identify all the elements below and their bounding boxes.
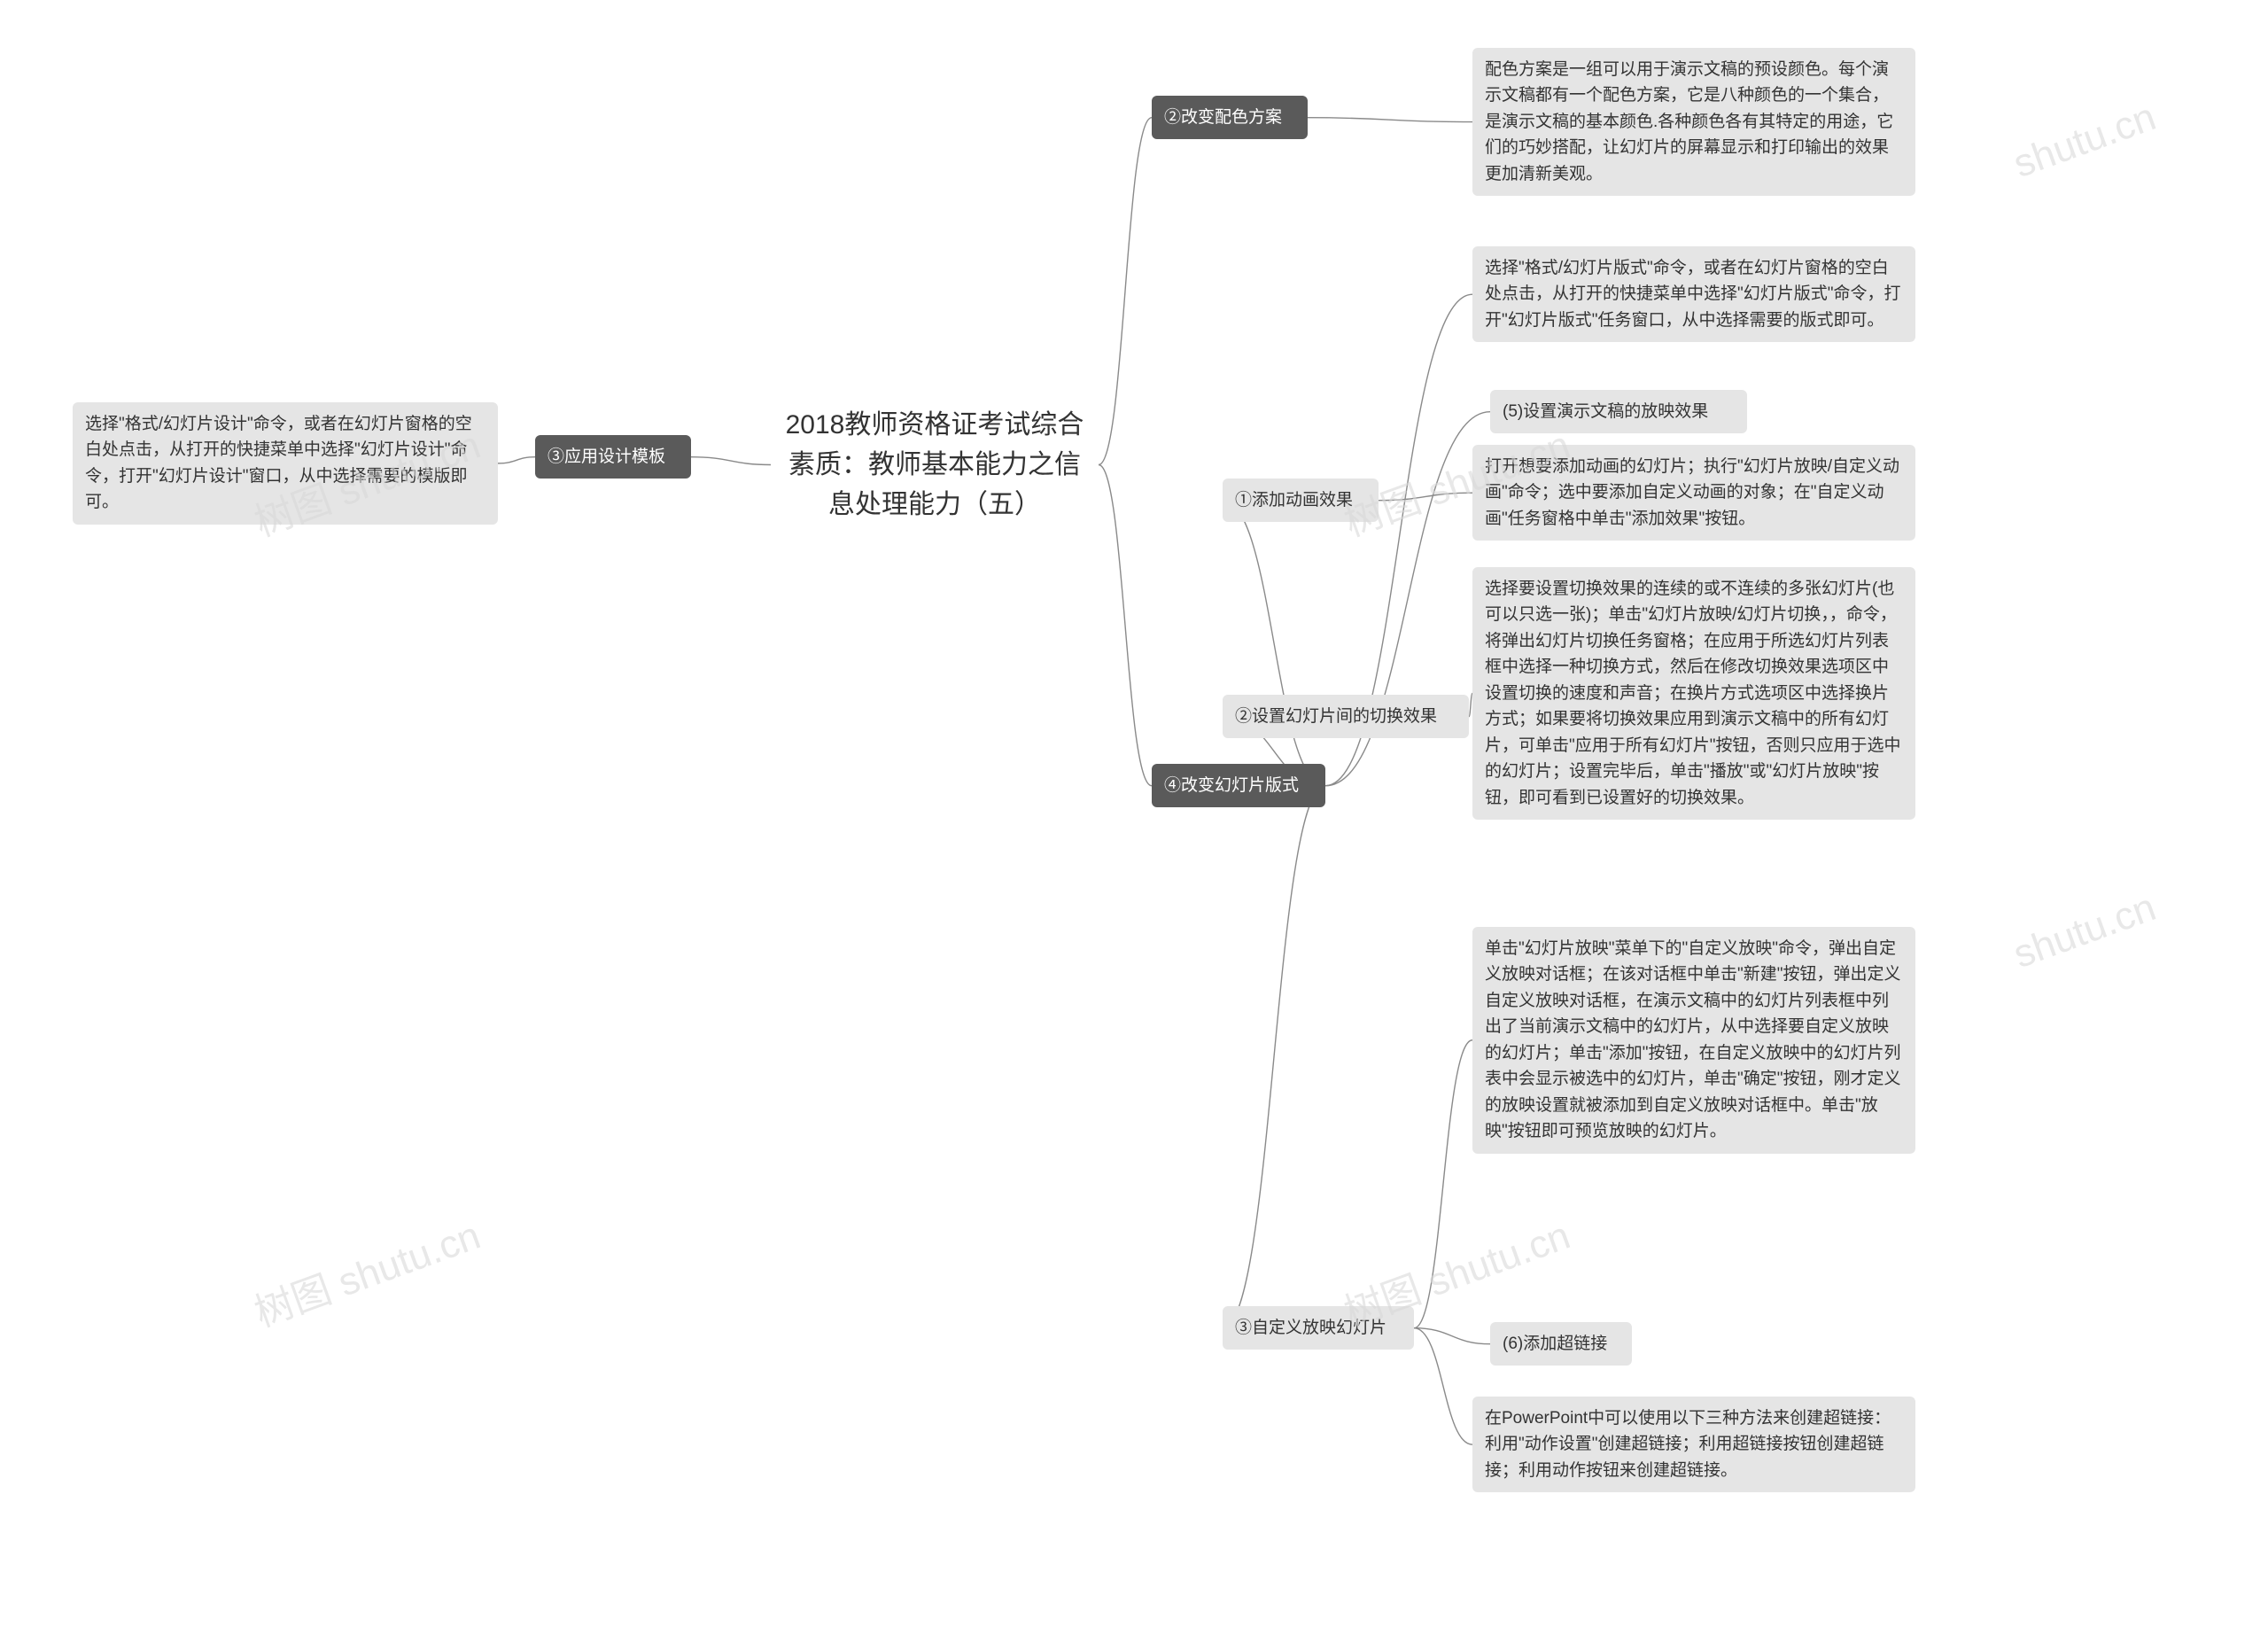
node-layout-detail-a-text: 选择"格式/幻灯片版式"命令，或者在幻灯片窗格的空白处点击，从打开的快捷菜单中选… xyxy=(1485,259,1901,330)
node-apply-template-detail-text: 选择"格式/幻灯片设计"命令，或者在幻灯片窗格的空白处点击，从打开的快捷菜单中选… xyxy=(85,415,472,511)
node-add-animation: ①添加动画效果 xyxy=(1223,479,1379,522)
node-color-scheme: ②改变配色方案 xyxy=(1152,96,1308,139)
node-add-animation-label: ①添加动画效果 xyxy=(1235,491,1353,510)
node-color-scheme-detail-text: 配色方案是一组可以用于演示文稿的预设颜色。每个演示文稿都有一个配色方案，它是八种… xyxy=(1485,60,1893,183)
node-color-scheme-label: ②改变配色方案 xyxy=(1164,108,1282,127)
root-line2: 素质：教师基本能力之信 xyxy=(771,445,1099,485)
node-slide-layout: ④改变幻灯片版式 xyxy=(1152,764,1325,807)
node-custom-slideshow: ③自定义放映幻灯片 xyxy=(1223,1306,1414,1350)
node-custom-slideshow-a: 单击"幻灯片放映"菜单下的"自定义放映"命令，弹出自定义放映对话框；在该对话框中… xyxy=(1472,927,1915,1154)
watermark: shutu.cn xyxy=(2008,885,2161,977)
root-node: 2018教师资格证考试综合 素质：教师基本能力之信 息处理能力（五） xyxy=(771,405,1099,525)
root-line3: 息处理能力（五） xyxy=(771,485,1099,525)
node-slide-transition-detail: 选择要设置切换效果的连续的或不连续的多张幻灯片(也可以只选一张)；单击"幻灯片放… xyxy=(1472,567,1915,820)
node-layout-detail-a: 选择"格式/幻灯片版式"命令，或者在幻灯片窗格的空白处点击，从打开的快捷菜单中选… xyxy=(1472,246,1915,342)
node-custom-slideshow-label: ③自定义放映幻灯片 xyxy=(1235,1319,1386,1337)
node-slide-transition-label: ②设置幻灯片间的切换效果 xyxy=(1235,707,1437,726)
node-custom-slideshow-c-text: 在PowerPoint中可以使用以下三种方法来创建超链接：利用"动作设置"创建超… xyxy=(1485,1409,1891,1480)
node-layout-detail-b: (5)设置演示文稿的放映效果 xyxy=(1490,390,1747,433)
node-add-animation-detail-text: 打开想要添加动画的幻灯片；执行"幻灯片放映/自定义动画"命令；选中要添加自定义动… xyxy=(1485,457,1899,528)
node-apply-template-detail: 选择"格式/幻灯片设计"命令，或者在幻灯片窗格的空白处点击，从打开的快捷菜单中选… xyxy=(73,402,498,525)
root-line1: 2018教师资格证考试综合 xyxy=(771,405,1099,445)
node-custom-slideshow-c: 在PowerPoint中可以使用以下三种方法来创建超链接：利用"动作设置"创建超… xyxy=(1472,1397,1915,1492)
node-custom-slideshow-a-text: 单击"幻灯片放映"菜单下的"自定义放映"命令，弹出自定义放映对话框；在该对话框中… xyxy=(1485,939,1901,1140)
node-apply-template-label: ③应用设计模板 xyxy=(548,447,665,466)
node-slide-layout-label: ④改变幻灯片版式 xyxy=(1164,776,1299,795)
node-color-scheme-detail: 配色方案是一组可以用于演示文稿的预设颜色。每个演示文稿都有一个配色方案，它是八种… xyxy=(1472,48,1915,196)
watermark: shutu.cn xyxy=(2008,95,2161,187)
node-add-animation-detail: 打开想要添加动画的幻灯片；执行"幻灯片放映/自定义动画"命令；选中要添加自定义动… xyxy=(1472,445,1915,541)
edge-layer xyxy=(0,0,2268,1642)
node-apply-template: ③应用设计模板 xyxy=(535,435,691,479)
node-custom-slideshow-b: (6)添加超链接 xyxy=(1490,1322,1632,1366)
node-custom-slideshow-b-text: (6)添加超链接 xyxy=(1503,1335,1607,1353)
node-layout-detail-b-text: (5)设置演示文稿的放映效果 xyxy=(1503,402,1708,421)
node-slide-transition: ②设置幻灯片间的切换效果 xyxy=(1223,695,1469,738)
watermark: 树图 shutu.cn xyxy=(245,1203,486,1337)
node-slide-transition-detail-text: 选择要设置切换效果的连续的或不连续的多张幻灯片(也可以只选一张)；单击"幻灯片放… xyxy=(1485,580,1901,807)
